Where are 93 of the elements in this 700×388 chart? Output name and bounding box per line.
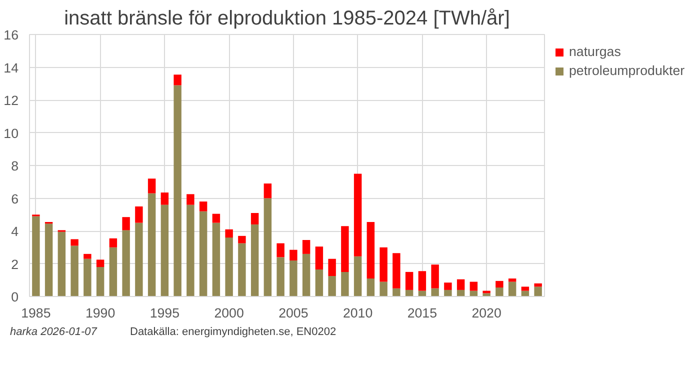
bar (366, 222, 375, 278)
bar (135, 206, 143, 223)
bar (290, 260, 298, 296)
bar (276, 257, 284, 296)
bar (238, 243, 246, 296)
bar (70, 246, 78, 296)
y-tick-label: 8 (11, 158, 19, 174)
bar (199, 211, 208, 296)
bar (315, 269, 324, 296)
chart-title: insatt bränsle för elproduktion 1985-2024 [TWh/år] (64, 8, 510, 30)
bar (444, 282, 452, 290)
bar (392, 288, 400, 296)
bar (212, 222, 220, 296)
bar (508, 282, 516, 296)
bar (302, 254, 310, 296)
bar (225, 238, 233, 296)
bar (328, 276, 336, 296)
bar (366, 278, 375, 296)
bar (238, 236, 246, 244)
bar (109, 247, 118, 296)
bar (496, 287, 504, 296)
bar (160, 204, 169, 296)
legend-label: naturgas (569, 44, 621, 59)
y-tick-label: 10 (4, 126, 19, 141)
bar (84, 254, 92, 259)
bar (32, 216, 40, 296)
bar (96, 260, 104, 268)
bar (225, 229, 233, 238)
bar (70, 239, 78, 246)
bar (44, 224, 53, 296)
bar (354, 256, 362, 296)
bar (496, 280, 504, 288)
y-tick-label: 14 (4, 60, 20, 76)
bar (418, 271, 426, 291)
bar (392, 253, 400, 288)
bar (250, 212, 259, 224)
x-tick-label: 1985 (21, 306, 51, 320)
bar (264, 184, 272, 198)
x-tick-label: 2015 (407, 306, 438, 320)
bar (431, 264, 439, 288)
bar (84, 258, 92, 296)
bar (341, 272, 349, 296)
y-tick-label: 4 (11, 224, 20, 239)
x-tick-label: 2000 (214, 306, 244, 320)
bar (341, 226, 349, 272)
bar (186, 194, 194, 205)
bar (354, 174, 362, 256)
legend-label: petroleumprodukter (569, 63, 685, 78)
bar (199, 202, 208, 212)
bar (148, 193, 156, 296)
bar (380, 282, 388, 296)
bar (456, 279, 465, 290)
bar (380, 247, 388, 282)
bar (186, 204, 194, 296)
bar (148, 178, 156, 194)
bar (290, 250, 298, 260)
bar (431, 288, 439, 296)
bar (328, 258, 336, 276)
bar (302, 240, 310, 254)
bar (534, 286, 542, 296)
y-tick-label: 12 (4, 93, 19, 108)
bar (444, 290, 452, 296)
bar (470, 282, 478, 291)
bar (276, 243, 284, 258)
bar (109, 238, 118, 248)
y-tick-label: 2 (11, 256, 19, 272)
bar (174, 74, 182, 86)
x-tick-label: 1990 (85, 306, 116, 320)
bar (212, 214, 220, 223)
bar (96, 267, 104, 296)
bar (405, 272, 414, 290)
y-tick-label: 0 (11, 290, 19, 304)
y-tick-label: 6 (11, 191, 19, 206)
bar (250, 224, 259, 296)
bar (122, 217, 130, 230)
bar (264, 198, 272, 296)
bar (58, 232, 66, 296)
x-tick-label: 2010 (342, 306, 373, 320)
bar (135, 222, 143, 296)
bar (174, 85, 182, 296)
bar (534, 283, 542, 287)
bar (122, 230, 130, 296)
text: Datakälla: energimyndigheten.se, EN0202 (130, 325, 336, 340)
x-tick-label: 2020 (472, 306, 502, 320)
bar (482, 293, 490, 296)
text: harka 2026-01-07 (10, 325, 97, 340)
bar (315, 246, 324, 270)
bar (508, 278, 516, 282)
y-tick-label: 16 (4, 28, 19, 42)
x-tick-label: 2005 (278, 306, 308, 320)
bar (521, 286, 530, 291)
x-tick-label: 1995 (150, 306, 180, 320)
bar (160, 192, 169, 205)
